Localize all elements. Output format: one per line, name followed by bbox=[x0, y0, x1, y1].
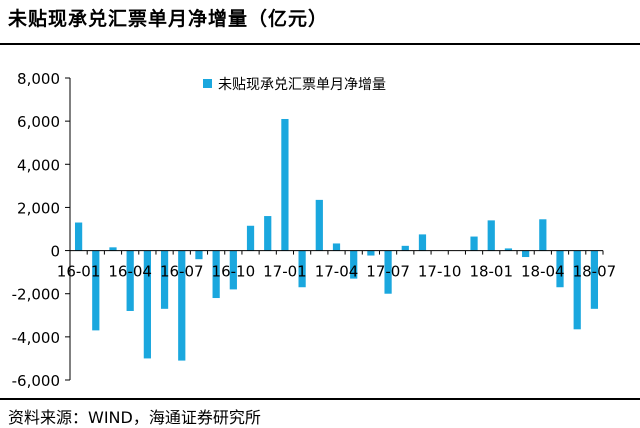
source-note: 资料来源：WIND，海通证券研究所 bbox=[8, 408, 261, 427]
y-tick-label: 4,000 bbox=[17, 156, 60, 174]
bar bbox=[522, 250, 530, 258]
bar bbox=[143, 250, 151, 359]
y-tick-label: -4,000 bbox=[12, 329, 60, 347]
x-tick-label: 17-01 bbox=[263, 263, 307, 281]
bar bbox=[539, 219, 547, 251]
chart-title: 未贴现承兑汇票单月净增量（亿元） bbox=[8, 8, 329, 30]
bar bbox=[281, 118, 289, 251]
bar bbox=[160, 250, 169, 309]
x-tick-label: 17-04 bbox=[315, 263, 359, 281]
bar bbox=[470, 236, 478, 251]
bar bbox=[195, 250, 203, 260]
bar bbox=[92, 250, 100, 331]
bar bbox=[573, 250, 581, 330]
y-tick-label: 0 bbox=[50, 243, 60, 261]
x-tick-label: 16-07 bbox=[160, 263, 204, 281]
bar bbox=[315, 199, 323, 251]
footer-divider bbox=[0, 398, 640, 400]
bar bbox=[418, 234, 427, 251]
bar bbox=[126, 250, 134, 311]
bar bbox=[264, 216, 272, 251]
x-tick-label: 16-04 bbox=[108, 263, 152, 281]
bar bbox=[590, 250, 599, 309]
x-tick-label: 17-07 bbox=[366, 263, 410, 281]
bar-chart: 8,000 6,000 4,000 2,000 0 -2,000 -4,000 -6,000 1… bbox=[12, 70, 617, 390]
bar bbox=[367, 250, 375, 256]
x-tick-label: 16-10 bbox=[212, 263, 256, 281]
bar bbox=[384, 250, 392, 294]
bar bbox=[109, 247, 117, 251]
bar bbox=[332, 243, 341, 251]
x-tick-label: 16-01 bbox=[57, 263, 101, 281]
y-tick-label: 6,000 bbox=[17, 113, 60, 131]
y-tick-label: -2,000 bbox=[12, 286, 60, 304]
bar bbox=[487, 220, 495, 251]
bar bbox=[350, 250, 358, 279]
x-tick-label: 18-07 bbox=[573, 263, 617, 281]
bar bbox=[298, 250, 306, 288]
bar bbox=[178, 250, 186, 361]
y-tick-label: -6,000 bbox=[12, 372, 60, 390]
y-tick-label: 2,000 bbox=[17, 199, 60, 217]
bar bbox=[74, 222, 83, 251]
legend-swatch bbox=[203, 79, 212, 88]
y-tick-label: 8,000 bbox=[17, 70, 60, 88]
x-tick-label: 18-01 bbox=[469, 263, 513, 281]
x-tick-label: 18-04 bbox=[521, 263, 565, 281]
x-tick-label: 17-10 bbox=[418, 263, 462, 281]
bar bbox=[246, 225, 255, 251]
title-divider bbox=[0, 43, 640, 45]
legend-label: 未贴现承兑汇票单月净增量 bbox=[218, 77, 386, 93]
bar bbox=[229, 250, 237, 290]
bar bbox=[212, 250, 220, 299]
bar bbox=[401, 245, 409, 251]
bar bbox=[504, 248, 513, 251]
bar bbox=[556, 250, 564, 288]
